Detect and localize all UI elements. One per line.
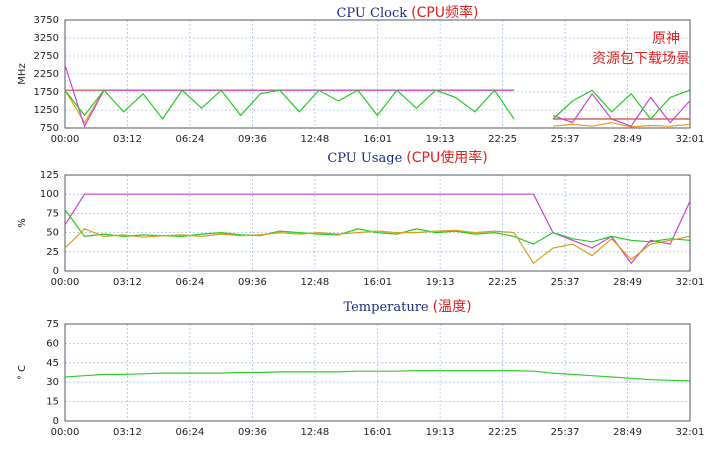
x-tick-label: 19:13 [426, 427, 455, 438]
plot-frame [64, 19, 691, 129]
y-tick-label: 2250 [34, 69, 59, 80]
y-tick-label: 60 [46, 338, 59, 349]
x-tick-label: 06:24 [176, 134, 205, 145]
x-tick-label: 03:12 [113, 427, 142, 438]
y-tick-label: 30 [46, 377, 59, 388]
x-tick-label: 09:36 [238, 134, 267, 145]
x-tick-label: 03:12 [113, 134, 142, 145]
y-tick-label: 1750 [34, 87, 59, 98]
chart-title: CPU Clock (CPU频率) [336, 4, 478, 21]
x-tick-label: 09:36 [238, 427, 267, 438]
annotation: 资源包下载场景 [592, 51, 690, 67]
y-tick-label: 75 [46, 208, 59, 219]
y-tick-label: 50 [46, 228, 59, 239]
x-tick-label: 25:37 [551, 277, 580, 288]
chart-title: Temperature (温度) [343, 299, 471, 315]
y-axis-label: MHz [17, 63, 28, 84]
series-line [64, 89, 690, 121]
x-tick-label: 19:13 [426, 134, 455, 145]
y-axis-label: ° C [17, 365, 28, 380]
x-tick-label: 06:24 [176, 277, 205, 288]
title-note: (CPU使用率) [406, 149, 487, 166]
x-tick-label: 16:01 [363, 427, 392, 438]
y-tick-label: 75 [46, 319, 59, 330]
x-tick-label: 12:48 [300, 427, 329, 438]
x-tick-label: 12:48 [300, 134, 329, 145]
x-tick-label: 32:01 [676, 277, 705, 288]
plot-frame [64, 174, 691, 272]
y-tick-label: 15 [46, 397, 59, 408]
x-tick-label: 00:00 [51, 277, 80, 288]
title-note: (温度) [433, 299, 472, 315]
y-axis-label: % [17, 218, 28, 228]
series-line [64, 64, 691, 128]
x-tick-label: 22:25 [488, 427, 517, 438]
x-tick-label: 25:37 [551, 427, 580, 438]
y-tick-label: 100 [40, 189, 59, 200]
plot-frame [64, 323, 691, 422]
x-tick-label: 25:37 [551, 134, 580, 145]
title-text: CPU Usage [327, 151, 402, 166]
x-tick-label: 16:01 [363, 277, 392, 288]
x-tick-label: 32:01 [676, 134, 705, 145]
y-tick-label: 2750 [34, 51, 59, 62]
title-text: CPU Clock [336, 6, 407, 21]
title-note: (CPU频率) [411, 4, 478, 21]
x-tick-label: 16:01 [363, 134, 392, 145]
x-tick-label: 22:25 [488, 134, 517, 145]
y-tick-label: 3750 [34, 15, 59, 26]
series-line [64, 228, 690, 265]
y-tick-label: 0 [53, 266, 59, 277]
series-line [64, 370, 690, 382]
x-tick-label: 32:01 [676, 427, 705, 438]
series-line [64, 193, 691, 265]
x-tick-label: 00:00 [51, 427, 80, 438]
y-tick-label: 45 [46, 358, 59, 369]
series-line [64, 209, 690, 245]
x-tick-label: 28:49 [613, 277, 642, 288]
y-tick-label: 0 [53, 416, 59, 427]
x-tick-label: 12:48 [300, 277, 329, 288]
chart-title: CPU Usage (CPU使用率) [327, 149, 487, 166]
y-tick-label: 3250 [34, 33, 59, 44]
x-tick-label: 03:12 [113, 277, 142, 288]
title-text: Temperature [343, 300, 428, 315]
x-tick-label: 00:00 [51, 134, 80, 145]
x-tick-label: 22:25 [488, 277, 517, 288]
x-tick-label: 19:13 [426, 277, 455, 288]
y-tick-label: 1250 [34, 105, 59, 116]
annotation: 原神 [652, 31, 680, 47]
x-tick-label: 09:36 [238, 277, 267, 288]
x-tick-label: 28:49 [613, 134, 642, 145]
y-tick-label: 25 [46, 247, 59, 258]
y-tick-label: 750 [40, 123, 59, 134]
y-tick-label: 125 [40, 170, 59, 181]
x-tick-label: 28:49 [613, 427, 642, 438]
x-tick-label: 06:24 [176, 427, 205, 438]
